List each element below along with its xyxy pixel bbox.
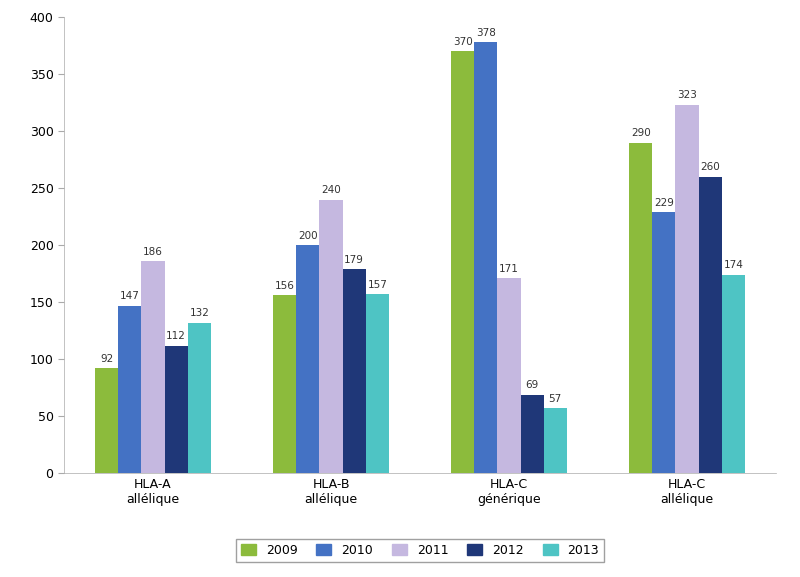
Text: 186: 186 xyxy=(143,246,163,257)
Bar xyxy=(118,306,142,473)
Bar xyxy=(366,294,389,473)
Text: 157: 157 xyxy=(367,280,387,290)
Bar xyxy=(142,261,165,473)
Text: 200: 200 xyxy=(298,231,318,241)
Text: 240: 240 xyxy=(321,185,341,195)
Text: 290: 290 xyxy=(631,128,650,138)
Bar xyxy=(629,143,652,473)
Text: 229: 229 xyxy=(654,197,674,208)
Bar xyxy=(498,278,521,473)
Bar xyxy=(474,42,498,473)
Text: 112: 112 xyxy=(166,331,186,341)
Text: 156: 156 xyxy=(274,281,294,291)
Bar xyxy=(342,269,366,473)
Bar xyxy=(273,295,296,473)
Text: 378: 378 xyxy=(476,28,496,38)
Bar xyxy=(451,51,474,473)
Text: 370: 370 xyxy=(453,37,473,47)
Text: 57: 57 xyxy=(549,394,562,404)
Text: 171: 171 xyxy=(499,264,519,273)
Text: 260: 260 xyxy=(700,162,720,173)
Bar xyxy=(188,323,211,473)
Text: 69: 69 xyxy=(526,380,538,390)
Bar xyxy=(296,245,319,473)
Bar xyxy=(319,200,342,473)
Legend: 2009, 2010, 2011, 2012, 2013: 2009, 2010, 2011, 2012, 2013 xyxy=(236,539,604,561)
Text: 147: 147 xyxy=(120,291,140,301)
Bar xyxy=(95,368,118,473)
Bar xyxy=(698,177,722,473)
Bar xyxy=(165,346,188,473)
Text: 179: 179 xyxy=(344,254,364,265)
Bar xyxy=(544,408,567,473)
Text: 92: 92 xyxy=(100,354,114,364)
Text: 323: 323 xyxy=(677,91,697,100)
Bar xyxy=(521,395,544,473)
Text: 132: 132 xyxy=(190,308,210,318)
Text: 174: 174 xyxy=(723,260,743,270)
Bar xyxy=(652,212,675,473)
Bar xyxy=(722,275,745,473)
Bar xyxy=(675,105,698,473)
